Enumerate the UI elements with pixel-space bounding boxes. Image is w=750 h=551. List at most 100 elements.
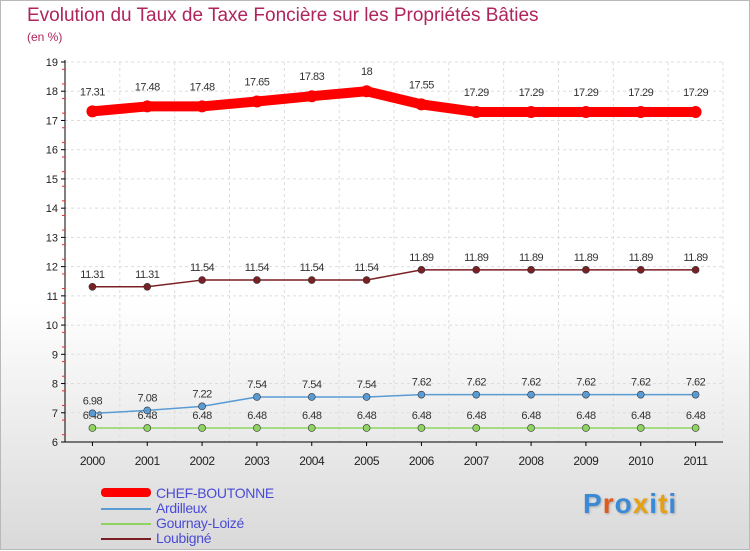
- data-label: 6.48: [302, 410, 322, 422]
- data-label: 17.29: [683, 87, 708, 99]
- logo-letter: x: [632, 488, 650, 519]
- y-unit-label: (en %): [27, 30, 63, 44]
- y-tick-label: 15: [46, 174, 58, 186]
- legend-label-ardilleux: Ardilleux: [156, 500, 207, 516]
- data-label: 6.48: [192, 410, 212, 422]
- data-point: [143, 282, 152, 291]
- data-point: [472, 424, 481, 432]
- x-tick-label: 2011: [683, 454, 708, 468]
- legend-label-chef-boutonne: CHEF-BOUTONNE: [156, 485, 274, 501]
- series-line-chef-boutonne: [87, 86, 701, 117]
- logo-letter: i: [649, 488, 659, 519]
- data-point: [472, 390, 481, 399]
- legend-swatch-gournay-loize: [101, 523, 151, 525]
- data-label: 7.62: [631, 377, 651, 389]
- data-label: 6.48: [521, 410, 541, 422]
- data-point: [143, 406, 152, 415]
- x-tick-label: 2002: [190, 454, 216, 468]
- data-point: [691, 390, 700, 399]
- data-label: 11.31: [80, 269, 105, 281]
- data-point: [253, 424, 261, 432]
- data-label: 6.48: [247, 410, 267, 422]
- logo-letter: P: [583, 488, 603, 519]
- data-point: [582, 390, 590, 399]
- x-tick-label: 2007: [464, 454, 490, 468]
- data-point: [362, 424, 371, 432]
- y-tick-label: 10: [46, 320, 58, 332]
- data-point: [305, 90, 318, 103]
- data-point: [307, 424, 316, 432]
- y-tick-label: 19: [46, 57, 58, 69]
- data-point: [634, 105, 647, 118]
- data-label: 7.54: [302, 379, 322, 391]
- data-label: 7.62: [521, 377, 541, 389]
- data-label: 11.54: [245, 262, 270, 274]
- data-label: 11.89: [409, 252, 434, 264]
- data-point: [417, 266, 426, 274]
- y-tick-label: 7: [52, 408, 58, 420]
- data-label: 7.62: [467, 377, 487, 389]
- data-label: 6.48: [467, 410, 487, 422]
- data-label: 11.54: [354, 262, 379, 274]
- data-point: [198, 424, 206, 432]
- data-label: 6.48: [412, 410, 432, 422]
- data-label: 17.29: [464, 87, 489, 99]
- data-label: 11.89: [464, 252, 489, 264]
- data-point: [250, 95, 263, 108]
- x-tick-label: 2006: [409, 454, 435, 468]
- x-tick-label: 2009: [573, 454, 599, 468]
- logo-letter: i: [668, 488, 678, 519]
- data-point: [360, 85, 373, 98]
- legend-label-gournay-loize: Gournay-Loizé: [156, 515, 244, 531]
- data-point: [472, 266, 481, 274]
- data-point: [691, 266, 700, 274]
- data-point: [307, 393, 316, 401]
- x-tick-label: 2010: [628, 454, 654, 468]
- data-label: 7.62: [576, 377, 596, 389]
- data-label: 11.89: [629, 252, 654, 264]
- logo-letter: o: [614, 488, 633, 519]
- data-label: 6.48: [138, 410, 158, 422]
- series-line-ardilleux: [91, 393, 697, 415]
- y-tick-label: 11: [47, 291, 58, 303]
- legend-label-loubigne: Loubigné: [156, 530, 212, 546]
- proxiti-logo: Proxiti: [583, 488, 677, 520]
- data-label: 7.08: [138, 392, 158, 404]
- data-label: 11.54: [190, 262, 215, 274]
- data-point: [525, 105, 538, 118]
- data-point: [689, 105, 702, 118]
- data-label: 7.62: [686, 377, 706, 389]
- data-label: 17.65: [244, 76, 269, 88]
- data-label: 11.31: [135, 269, 160, 281]
- data-label: 11.54: [300, 262, 325, 274]
- series-chef-boutonne: 17.31 17.48 17.48 17.65 17.83 18 17.55 17.29 17.…: [80, 66, 709, 118]
- data-point: [198, 402, 206, 411]
- data-label: 6.98: [83, 395, 103, 407]
- y-tick-label: 16: [46, 145, 58, 157]
- data-label: 17.48: [135, 81, 160, 93]
- data-point: [362, 276, 371, 284]
- data-point: [582, 266, 590, 274]
- y-tick-label: 14: [46, 203, 58, 215]
- x-tick-label: 2001: [135, 454, 161, 468]
- data-label: 17.31: [80, 86, 105, 98]
- y-tick-label: 18: [46, 86, 58, 98]
- y-tick-label: 8: [52, 379, 58, 391]
- data-label: 11.89: [574, 252, 599, 264]
- data-point: [582, 424, 590, 432]
- data-label: 6.48: [686, 410, 706, 422]
- data-point: [527, 390, 535, 399]
- data-label: 7.54: [247, 379, 267, 391]
- data-point: [636, 390, 645, 399]
- y-tick-label: 9: [52, 349, 58, 361]
- legend-swatch-ardilleux: [101, 508, 151, 510]
- data-label: 17.29: [628, 87, 653, 99]
- data-point: [196, 100, 209, 113]
- data-point: [253, 393, 261, 401]
- data-point: [527, 266, 535, 274]
- data-label: 11.89: [519, 252, 544, 264]
- data-label: 7.22: [192, 388, 212, 400]
- x-tick-label: 2005: [354, 454, 380, 468]
